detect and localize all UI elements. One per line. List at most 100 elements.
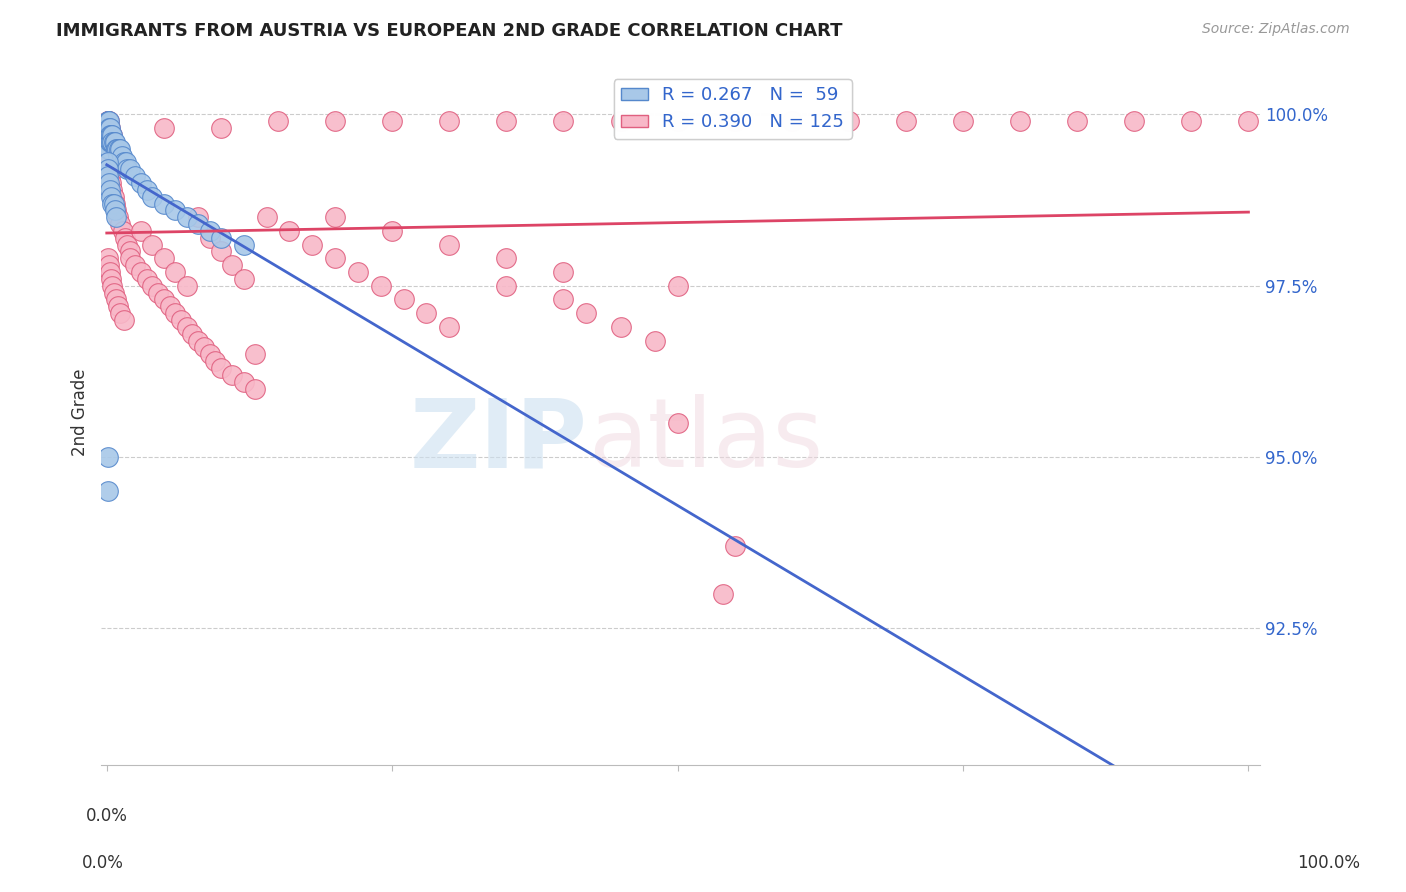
Point bbox=[103, 142, 125, 156]
Point bbox=[97, 121, 120, 136]
Point bbox=[117, 162, 139, 177]
Point bbox=[838, 114, 860, 128]
Point bbox=[141, 237, 163, 252]
Point bbox=[98, 176, 121, 190]
Point bbox=[209, 244, 232, 259]
Point bbox=[153, 293, 176, 307]
Point bbox=[209, 231, 232, 245]
Point bbox=[103, 135, 125, 149]
Point bbox=[187, 334, 209, 348]
Point bbox=[107, 155, 129, 169]
Point bbox=[232, 237, 254, 252]
Point bbox=[98, 258, 121, 272]
Point bbox=[97, 155, 120, 169]
Point bbox=[98, 128, 121, 142]
Point bbox=[724, 539, 747, 553]
Point bbox=[135, 272, 157, 286]
Point bbox=[100, 272, 122, 286]
Point bbox=[104, 211, 127, 225]
Point bbox=[98, 135, 121, 149]
Point bbox=[97, 121, 120, 136]
Point bbox=[103, 196, 125, 211]
Point bbox=[193, 340, 215, 354]
Point bbox=[204, 354, 226, 368]
Point bbox=[209, 121, 232, 136]
Point bbox=[644, 334, 666, 348]
Text: Source: ZipAtlas.com: Source: ZipAtlas.com bbox=[1202, 22, 1350, 37]
Point bbox=[98, 265, 121, 279]
Point bbox=[553, 265, 575, 279]
Point bbox=[97, 135, 120, 149]
Point bbox=[232, 272, 254, 286]
Point bbox=[176, 319, 198, 334]
Point bbox=[323, 211, 346, 225]
Point bbox=[724, 114, 747, 128]
Point bbox=[609, 319, 631, 334]
Point bbox=[1123, 114, 1146, 128]
Point bbox=[392, 293, 415, 307]
Point bbox=[110, 142, 132, 156]
Point bbox=[381, 224, 404, 238]
Point bbox=[129, 176, 152, 190]
Point bbox=[952, 114, 974, 128]
Point bbox=[104, 196, 127, 211]
Point bbox=[198, 224, 221, 238]
Point bbox=[187, 217, 209, 231]
Point bbox=[97, 128, 120, 142]
Point bbox=[97, 252, 120, 266]
Point bbox=[98, 183, 121, 197]
Point bbox=[129, 224, 152, 238]
Point bbox=[97, 121, 120, 136]
Point bbox=[97, 114, 120, 128]
Point bbox=[98, 114, 121, 128]
Point bbox=[98, 114, 121, 128]
Point bbox=[141, 278, 163, 293]
Point bbox=[98, 135, 121, 149]
Point bbox=[153, 196, 176, 211]
Point bbox=[323, 114, 346, 128]
Point bbox=[97, 114, 120, 128]
Point bbox=[575, 306, 598, 320]
Point bbox=[495, 278, 517, 293]
Point bbox=[107, 211, 129, 225]
Point bbox=[100, 189, 122, 203]
Point bbox=[495, 114, 517, 128]
Point bbox=[495, 252, 517, 266]
Point bbox=[609, 114, 631, 128]
Point bbox=[100, 135, 122, 149]
Point bbox=[97, 135, 120, 149]
Point bbox=[267, 114, 290, 128]
Point bbox=[97, 142, 120, 156]
Point bbox=[101, 142, 124, 156]
Point bbox=[439, 237, 461, 252]
Point bbox=[170, 313, 193, 327]
Point bbox=[301, 237, 323, 252]
Point bbox=[243, 347, 266, 361]
Point bbox=[278, 224, 301, 238]
Point bbox=[117, 237, 139, 252]
Point bbox=[98, 121, 121, 136]
Point bbox=[97, 114, 120, 128]
Point bbox=[101, 135, 124, 149]
Point bbox=[101, 183, 124, 197]
Point bbox=[105, 155, 128, 169]
Point bbox=[98, 121, 121, 136]
Point bbox=[103, 135, 125, 149]
Point bbox=[104, 142, 127, 156]
Point bbox=[107, 299, 129, 313]
Point bbox=[97, 484, 120, 499]
Point bbox=[221, 258, 243, 272]
Point bbox=[100, 135, 122, 149]
Point bbox=[232, 375, 254, 389]
Point bbox=[243, 382, 266, 396]
Point bbox=[1066, 114, 1088, 128]
Point bbox=[181, 326, 204, 341]
Point bbox=[98, 121, 121, 136]
Point bbox=[101, 135, 124, 149]
Point bbox=[347, 265, 370, 279]
Point bbox=[666, 416, 689, 430]
Point bbox=[98, 169, 121, 183]
Point bbox=[187, 211, 209, 225]
Point bbox=[153, 252, 176, 266]
Point bbox=[129, 265, 152, 279]
